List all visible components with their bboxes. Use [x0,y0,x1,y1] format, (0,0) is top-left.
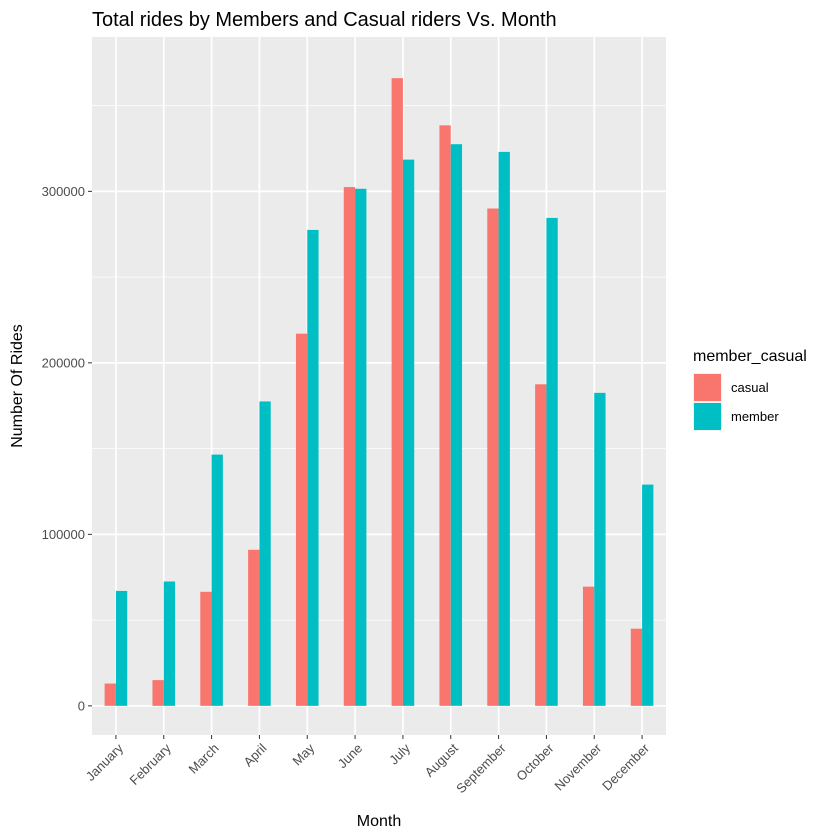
chart-title: Total rides by Members and Casual riders… [92,9,557,31]
x-tick-label: September [453,740,509,796]
legend-label-casual: casual [731,380,769,395]
bar-member-march [211,454,223,706]
bars [104,78,654,706]
bar-member-may [307,229,319,706]
bar-casual-june [343,187,356,706]
x-tick-label: October [513,740,557,784]
bar-member-june [355,188,367,706]
bar-casual-october [535,384,547,706]
bar-member-august [450,144,463,706]
x-tick-label: March [186,741,222,777]
bar-casual-september [487,208,499,706]
bar-casual-february [152,680,164,706]
x-axis-title: Month [357,813,401,830]
bar-casual-november [582,586,595,706]
legend-swatch-member [694,403,721,430]
minor-gridlines [92,105,666,621]
bar-casual-december [630,628,643,706]
x-tick-label: July [386,740,413,767]
bar-member-november [594,392,606,706]
y-axis: 0 100000 200000 300000 [42,184,92,713]
legend-swatch-casual [694,374,721,401]
x-tick-label: February [126,740,174,788]
x-tick-label: April [241,740,270,769]
x-tick-label: January [83,740,127,784]
plot-panel [92,37,666,735]
bar-casual-april [248,549,260,706]
y-tick-label: 0 [78,698,85,713]
bar-casual-may [295,333,308,706]
bar-casual-january [104,683,116,706]
bar-casual-march [200,591,212,706]
x-tick-label: December [599,740,652,793]
legend: member_casual casual member [693,348,807,431]
bar-casual-august [439,125,451,706]
bar-member-april [259,401,271,706]
bar-member-september [498,151,510,706]
bar-member-january [115,590,128,706]
bar-casual-july [391,78,403,706]
legend-title: member_casual [693,348,807,365]
y-axis-title: Number Of Rides [9,324,26,448]
x-axis: January February March April May June July Augu… [83,735,653,796]
bar-member-october [546,217,558,706]
x-tick-label: June [335,741,366,772]
bar-member-february [163,581,176,706]
bar-member-december [642,484,654,706]
x-tick-label: August [422,740,461,779]
y-tick-label: 200000 [42,355,85,370]
x-tick-label: May [289,740,317,768]
y-tick-label: 300000 [42,184,85,199]
legend-label-member: member [731,409,779,424]
y-tick-label: 100000 [42,527,85,542]
x-tick-label: November [551,740,604,793]
bar-member-july [402,159,415,706]
